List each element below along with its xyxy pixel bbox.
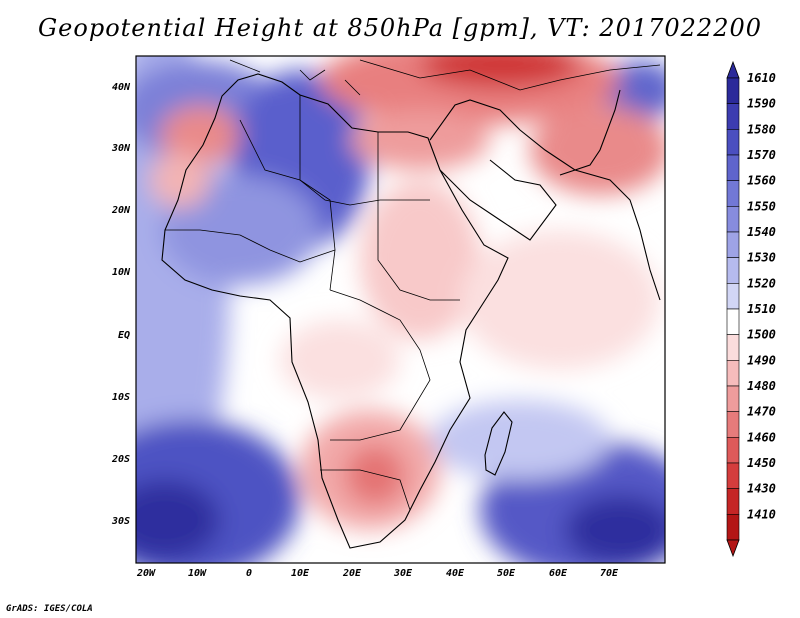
- colorbar-swatch: [726, 462, 740, 489]
- x-tick-label: 50E: [497, 568, 516, 579]
- colorbar-label: 1460: [747, 430, 776, 444]
- colorbar-swatch: [726, 385, 740, 412]
- colorbar-label: 1520: [747, 276, 776, 290]
- y-tick-label: 40N: [112, 82, 131, 93]
- colorbar-swatch: [726, 180, 740, 207]
- chart-title: Geopotential Height at 850hPa [gpm], VT:…: [38, 14, 762, 42]
- colorbar-swatch: [726, 308, 740, 335]
- colorbar-label: 1490: [747, 353, 776, 367]
- x-tick-label: 40E: [446, 568, 465, 579]
- y-tick-label: 10S: [112, 392, 130, 403]
- x-tick-label: 20E: [342, 568, 362, 579]
- x-tick-label: 10E: [291, 568, 310, 579]
- coastlines: [161, 59, 661, 549]
- y-tick-label: 20S: [111, 454, 130, 465]
- colorbar-label: 1550: [747, 199, 776, 213]
- colorbar-label: 1610: [747, 71, 776, 85]
- colorbar-swatch: [726, 437, 740, 464]
- grads-credit: GrADS: IGES/COLA: [6, 604, 93, 614]
- colorbar-label: 1410: [747, 507, 776, 521]
- colorbar-label: 1430: [747, 482, 776, 496]
- x-axis: 20W 10W 0 10E 20E 30E 40E 50E 60E 70E: [136, 568, 619, 579]
- colorbar-swatch: [726, 334, 740, 361]
- colorbar-label: 1510: [747, 302, 776, 316]
- colorbar-label: 1540: [747, 225, 776, 239]
- colorbar-swatch: [726, 103, 740, 130]
- colorbar-top-arrow: [726, 60, 740, 79]
- x-tick-label: 60E: [549, 568, 568, 579]
- map-frame: [135, 55, 666, 564]
- x-tick-label: 30E: [393, 568, 413, 579]
- colorbar-label: 1560: [747, 174, 776, 188]
- colorbar-swatch: [726, 257, 740, 284]
- y-axis: 40N 30N 20N 10N EQ 10S 20S 30S: [111, 82, 131, 527]
- colorbar-swatch: [726, 77, 740, 104]
- colorbar-swatch: [726, 154, 740, 181]
- y-tick-label: 30N: [111, 143, 131, 154]
- colorbar-label: 1590: [747, 97, 776, 111]
- colorbar-label: 1470: [747, 405, 776, 419]
- height-field: [136, 56, 665, 563]
- colorbar-label: 1580: [747, 122, 776, 136]
- colorbar-swatch: [726, 488, 740, 515]
- colorbar-label: 1570: [747, 148, 776, 162]
- y-tick-label: 20N: [111, 205, 131, 216]
- colorbar-swatch: [726, 514, 740, 541]
- x-tick-label: 20W: [136, 568, 156, 579]
- colorbar-swatch: [726, 283, 740, 310]
- colorbar-swatch: [726, 231, 740, 258]
- x-tick-label: 10W: [188, 568, 207, 579]
- colorbar-label: 1530: [747, 251, 776, 265]
- colorbar-swatch: [726, 411, 740, 438]
- colorbar-label: 1450: [747, 456, 776, 470]
- x-tick-label: 0: [246, 568, 252, 579]
- colorbar-label: 1500: [747, 328, 776, 342]
- y-tick-label: 30S: [111, 516, 130, 527]
- colorbar-swatch: [726, 360, 740, 387]
- colorbar: 1610 1590 1580 1570 1560 1550 1540 1530 1520 1510…: [726, 60, 776, 558]
- x-tick-label: 70E: [600, 568, 619, 579]
- y-tick-label: EQ: [118, 330, 130, 341]
- colorbar-swatch: [726, 206, 740, 233]
- colorbar-swatch: [726, 129, 740, 156]
- colorbar-label: 1480: [747, 379, 776, 393]
- y-tick-label: 10N: [112, 267, 131, 278]
- colorbar-bottom-arrow: [726, 539, 740, 558]
